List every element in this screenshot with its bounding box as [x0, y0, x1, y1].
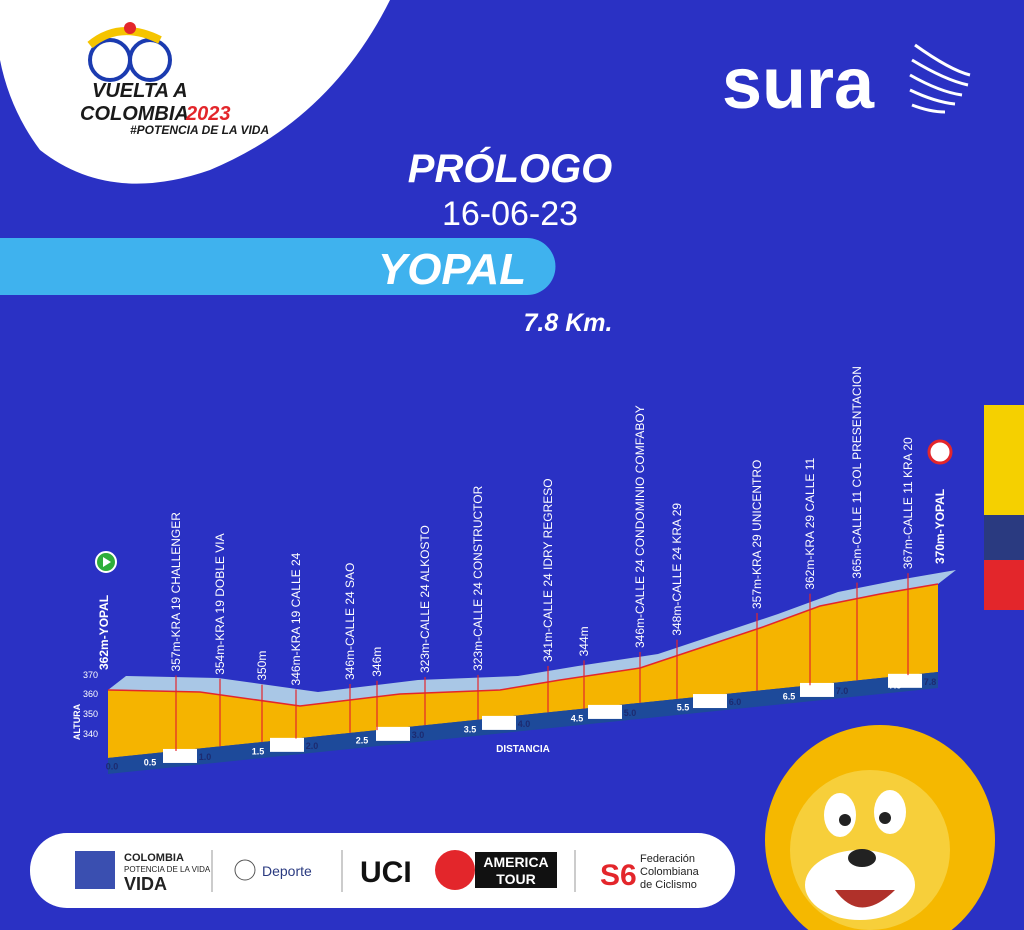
- x-tick-label: 3.0: [412, 730, 425, 740]
- logo-blob: [0, 0, 390, 184]
- sponsor-bar: [30, 833, 735, 908]
- deporte-shield: [234, 859, 256, 881]
- waypoint-label: 357m-KRA 29 UNICENTRO: [750, 460, 764, 609]
- x-tick-label: 4.5: [571, 713, 584, 723]
- sponsor-text: Federación: [640, 853, 695, 865]
- logo-text: COLOMBIA: [80, 103, 189, 125]
- profile-back: [108, 570, 956, 706]
- uci-disc: [435, 850, 475, 890]
- logo-head: [124, 22, 136, 34]
- waypoint-label: 370m-YOPAL: [933, 489, 947, 564]
- x-tick-label: 4.0: [518, 719, 531, 729]
- x-tick-label: 0.5: [144, 758, 157, 768]
- y-axis-label: ALTURA: [72, 703, 82, 740]
- profile-face: [108, 584, 938, 758]
- mascot: [765, 725, 995, 930]
- stage-date: 16-06-23: [442, 195, 578, 233]
- y-tick-label: 350: [83, 709, 98, 719]
- y-tick-label: 360: [83, 689, 98, 699]
- waypoint-label: 346m-CALLE 24 CONDOMINIO COMFABOY: [633, 405, 647, 648]
- finish-marker: [927, 439, 953, 465]
- sponsor-text: TOUR: [496, 871, 535, 887]
- tick-box: [270, 737, 304, 752]
- x-tick-label: 6.0: [729, 697, 742, 707]
- sponsor-text: POTENCIA DE LA VIDA: [124, 865, 211, 874]
- city-band: [0, 238, 556, 295]
- flag-blue: [984, 515, 1024, 560]
- tick-box: [800, 682, 834, 697]
- tick-box: [163, 748, 197, 763]
- tick-box: [588, 704, 622, 719]
- logo-wheel: [128, 38, 172, 82]
- x-tick-label: 5.0: [624, 708, 637, 718]
- stage-title: PRÓLOGO: [408, 145, 612, 191]
- tick-box: [482, 715, 516, 730]
- x-tick-label: 1.0: [199, 752, 212, 762]
- flag-yellow: [984, 405, 1024, 515]
- waypoint-label: 354m-KRA 19 DOBLE VIA: [213, 533, 227, 674]
- waypoint-label: 344m: [577, 626, 591, 656]
- flag-red: [984, 560, 1024, 610]
- logo-text: VUELTA A: [92, 80, 188, 102]
- tick-box: [888, 673, 922, 688]
- logo-tag: #POTENCIA DE LA VIDA: [130, 123, 269, 137]
- waypoint-label: 346m-KRA 19 CALLE 24: [289, 552, 303, 685]
- waypoint-label: 341m-CALLE 24 IDRY REGRESO: [541, 478, 555, 662]
- sura-wing: [909, 43, 971, 114]
- sponsor-text: VIDA: [124, 874, 167, 894]
- distance-band: [108, 672, 938, 774]
- logo-swoosh: [87, 27, 162, 49]
- sura-logo: sura: [722, 44, 875, 124]
- fed-logo: S6: [600, 859, 637, 892]
- uci-box: [475, 852, 557, 888]
- x-axis-label: DISTANCIA: [496, 744, 550, 755]
- x-tick-label: 0.0: [106, 762, 119, 772]
- waypoint-label: 362m-KRA 29 CALLE 11: [803, 457, 817, 589]
- waypoint-label: 323m-CALLE 24 ALKOSTO: [418, 525, 432, 673]
- sponsor-text: Colombiana: [640, 866, 700, 878]
- stage-city: YOPAL: [378, 245, 526, 294]
- sponsor-text: de Ciclismo: [640, 879, 697, 891]
- sponsor-text: AMERICA: [483, 854, 548, 870]
- waypoint-label: 346m: [370, 647, 384, 677]
- waypoint-label: 348m-CALLE 24 KRA 29: [670, 503, 684, 636]
- waypoint-label: 350m: [255, 651, 269, 681]
- sponsor-text: COLOMBIA: [124, 852, 184, 864]
- tick-box: [376, 726, 410, 741]
- sponsor-text: UCI: [360, 856, 412, 889]
- y-tick-label: 370: [83, 670, 98, 680]
- tick-box: [693, 694, 727, 709]
- x-tick-label: 5.5: [677, 702, 690, 712]
- waypoint-label: 357m-KRA 19 CHALLENGER: [169, 512, 183, 672]
- x-tick-label: 1.5: [252, 746, 265, 756]
- x-tick-label: 6.5: [783, 691, 796, 701]
- waypoint-label: 367m-CALLE 11 KRA 20: [901, 437, 915, 569]
- x-tick-label: 2.0: [306, 741, 319, 751]
- x-tick-label: 3.5: [464, 724, 477, 734]
- waypoint-label: 365m-CALLE 11 COL PRESENTACION: [850, 366, 864, 579]
- x-tick-label: 2.5: [356, 736, 369, 746]
- x-tick-label: 7.0: [836, 686, 849, 696]
- colombia-icon: [75, 851, 115, 889]
- waypoint-label: 346m-CALLE 24 SAO: [343, 563, 357, 680]
- elevation-profile: 0.0 0.5 1.0 1.5 2.0 2.5 3.0 3.5 4.0 4.5 5.0 5.5 6.0 6…: [72, 366, 956, 774]
- x-tick-label: 7.8: [924, 677, 937, 687]
- waypoint-label: 362m-YOPAL: [97, 595, 111, 670]
- sponsor-text: Deporte: [262, 863, 312, 879]
- y-tick-label: 340: [83, 729, 98, 739]
- profile-line: [107, 583, 939, 707]
- start-arrow: [103, 557, 111, 567]
- stage-distance: 7.8 Km.: [524, 309, 613, 337]
- logo-year: 2023: [185, 103, 231, 125]
- waypoint-label: 323m-CALLE 24 CONSTRUCTOR: [471, 485, 485, 670]
